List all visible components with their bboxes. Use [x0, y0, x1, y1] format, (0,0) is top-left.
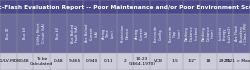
Text: 0.11: 0.11 — [104, 59, 113, 63]
Text: B-1/LV-MDB: B-1/LV-MDB — [0, 59, 21, 63]
Text: 10.23
(1664-1970): 10.23 (1664-1970) — [128, 57, 155, 66]
Bar — [0, 0, 250, 14]
Text: Bus kV: Bus kV — [56, 27, 60, 39]
Text: Arc Bolted
Current
(kA): Arc Bolted Current (kA) — [85, 24, 98, 42]
Text: Arcing
Time
(sec): Arcing Time (sec) — [102, 28, 115, 39]
Text: 0.48: 0.48 — [54, 59, 63, 63]
Text: VCB: VCB — [154, 59, 163, 63]
Text: Protection
Device: Protection Device — [121, 24, 129, 42]
Text: 18: 18 — [206, 59, 211, 63]
Text: Bus kV: Bus kV — [23, 27, 27, 39]
Text: Electrode
Gap
(mm): Electrode Gap (mm) — [168, 25, 181, 42]
Text: Arc Flash
Boundary
/ Class / PPE: Arc Flash Boundary / Class / PPE — [235, 22, 248, 44]
Text: Working
Distance
(mm): Working Distance (mm) — [202, 25, 215, 41]
Text: 2021 > Max PPE: 2021 > Max PPE — [224, 59, 250, 63]
Text: To be
Calculated: To be Calculated — [30, 57, 53, 66]
Text: 1/2": 1/2" — [187, 59, 196, 63]
Text: Bus ID: Bus ID — [6, 28, 10, 39]
Text: Working
Distance
(inches): Working Distance (inches) — [185, 25, 198, 41]
Text: Electrode
Config.: Electrode Config. — [154, 25, 163, 42]
Bar — [0, 52, 250, 70]
Text: AC Arc-Flash Evaluation Report -- Poor Maintenance and/or Poor Environment Scena: AC Arc-Flash Evaluation Report -- Poor M… — [0, 4, 250, 10]
Text: Arcing
Current
(kA): Arcing Current (kA) — [135, 27, 148, 40]
Bar — [0, 14, 250, 52]
Text: Incident
Energy
(cal/cm2): Incident Energy (cal/cm2) — [218, 25, 232, 42]
Text: Utility Short
Circuit (kA): Utility Short Circuit (kA) — [37, 22, 46, 44]
Text: Bus Bolted
Fault (kA): Bus Bolted Fault (kA) — [71, 24, 79, 43]
Text: 2: 2 — [124, 59, 126, 63]
Text: 9.465: 9.465 — [69, 59, 81, 63]
Text: 29.75: 29.75 — [219, 59, 231, 63]
Text: 0.48: 0.48 — [20, 59, 30, 63]
Text: 1.5: 1.5 — [172, 59, 178, 63]
Text: 0.940: 0.940 — [86, 59, 98, 63]
